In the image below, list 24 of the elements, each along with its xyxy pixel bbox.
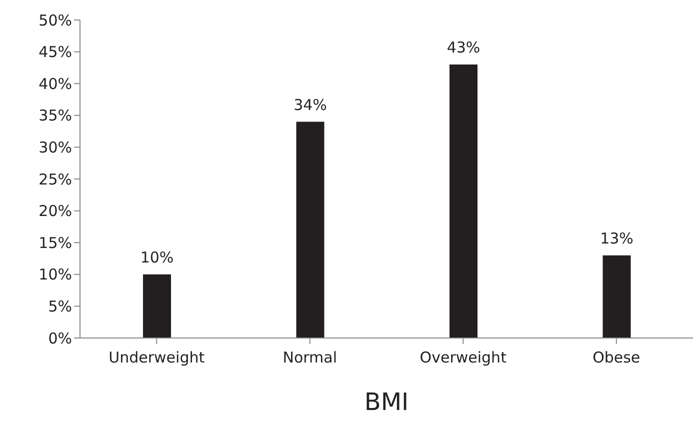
data-label: 13% xyxy=(600,229,634,248)
bar xyxy=(450,64,478,338)
bar xyxy=(143,274,171,338)
y-tick-label: 15% xyxy=(38,234,72,252)
x-tick-label: Underweight xyxy=(108,348,205,367)
data-label: 34% xyxy=(294,96,327,114)
data-label: 10% xyxy=(140,248,174,266)
bar xyxy=(602,255,631,338)
y-tick-label: 40% xyxy=(38,74,72,93)
y-tick-label: 25% xyxy=(38,170,72,188)
y-tick-label: 45% xyxy=(38,43,72,62)
y-tick-label: 20% xyxy=(38,202,72,220)
x-tick-label: Obese xyxy=(592,348,640,367)
y-tick-label: 50% xyxy=(38,11,72,30)
bar xyxy=(296,122,324,338)
y-tick-label: 10% xyxy=(38,266,72,284)
x-tick-label: Overweight xyxy=(420,348,507,367)
y-tick-label: 35% xyxy=(38,106,72,125)
y-tick-label: 0% xyxy=(48,329,72,348)
x-tick-label: Normal xyxy=(282,348,338,367)
y-tick-label: 30% xyxy=(38,138,72,157)
y-tick-label: 5% xyxy=(48,298,72,316)
x-axis-title: BMI xyxy=(364,388,409,416)
data-label: 43% xyxy=(446,38,480,57)
